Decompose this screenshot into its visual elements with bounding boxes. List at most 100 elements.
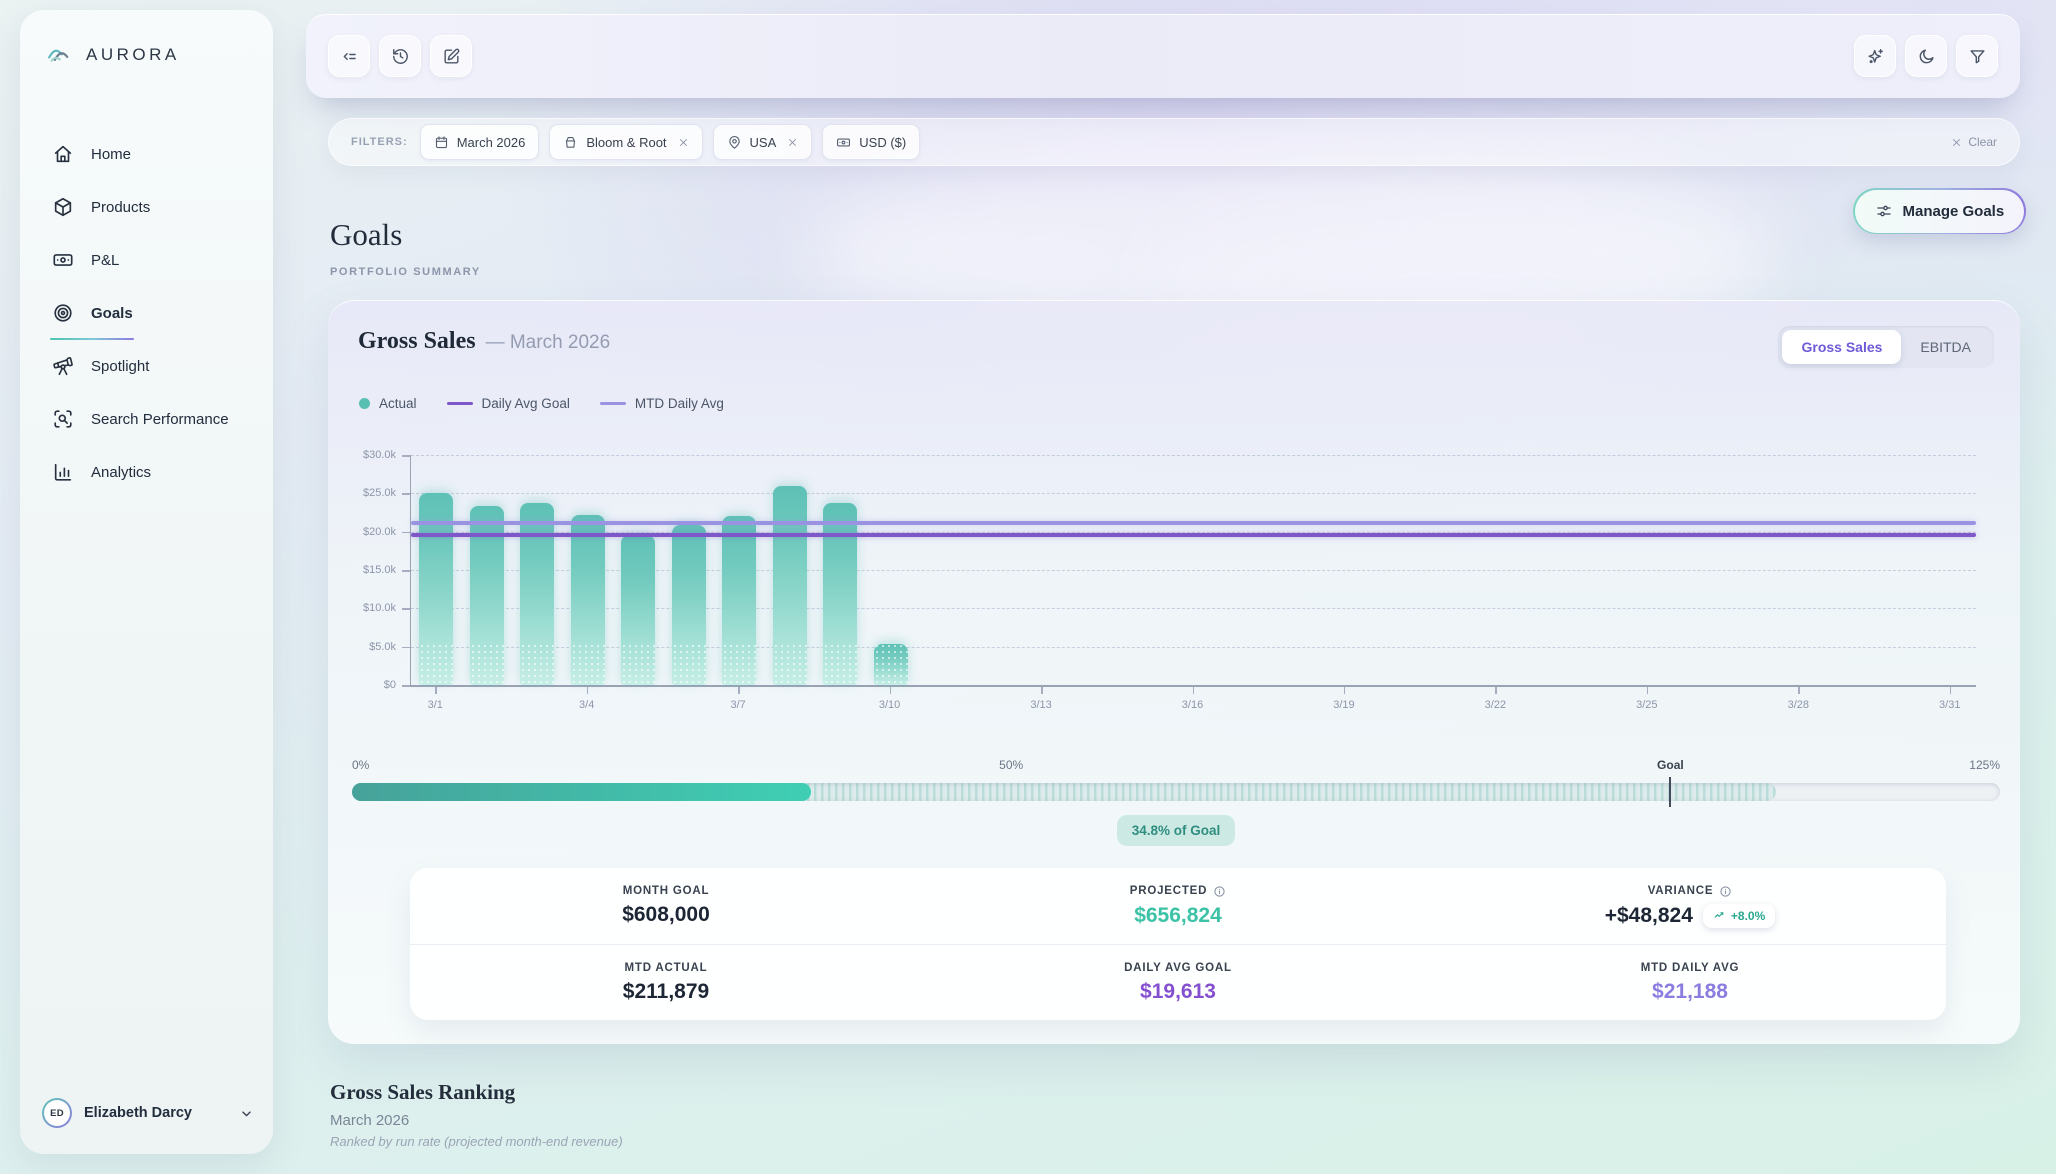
stat-label-text: MONTH GOAL: [622, 885, 710, 897]
sidebar-nav: Home Products P&L Goals Spotlight Search Perf…: [46, 132, 247, 494]
filter-chip-bloom-root[interactable]: Bloom & Root: [549, 124, 703, 160]
brand-logo: AURORA: [46, 40, 247, 70]
filter-button[interactable]: [1956, 35, 1998, 77]
filter-chip-usd[interactable]: USD ($): [822, 124, 921, 160]
chip-label: March 2026: [456, 134, 526, 150]
sidebar-item-analytics[interactable]: Analytics: [46, 450, 247, 494]
x-tick-label: 3/28: [1787, 699, 1810, 711]
moon-button[interactable]: [1905, 35, 1947, 77]
filter-chips: March 2026 Bloom & Root USA USD ($): [419, 124, 921, 160]
sparkles-button[interactable]: [1854, 35, 1896, 77]
chip-remove-icon[interactable]: [678, 137, 689, 148]
x-tick-label: 3/19: [1333, 699, 1355, 711]
home-icon: [52, 143, 74, 165]
stat-mtd-daily-avg: MTD DAILY AVG $21,188: [1434, 945, 1946, 1020]
filter-chip-march-2026[interactable]: March 2026: [419, 124, 540, 160]
y-tick-mark: [402, 493, 410, 495]
bar-3-9: [823, 502, 858, 686]
x-tick-label: 3/31: [1939, 699, 1961, 711]
ranking-note: Ranked by run rate (projected month-end …: [330, 1134, 623, 1149]
user-menu[interactable]: ED Elizabeth Darcy: [42, 1098, 255, 1128]
clear-filters-button[interactable]: Clear: [1951, 135, 1997, 149]
stat-projected: PROJECTED $656,824: [922, 868, 1434, 944]
x-tick-label: 3/1: [427, 699, 443, 711]
bar-3-10: [873, 643, 908, 685]
bar-3-7: [722, 516, 757, 685]
collapse-panel-button[interactable]: [328, 35, 370, 77]
filters-bar: FILTERS: March 2026 Bloom & Root USA USD ($…: [328, 118, 2020, 166]
y-tick-label: $15.0k: [362, 564, 396, 576]
stat-label-text: DAILY AVG GOAL: [1124, 961, 1232, 974]
progress-label-50: 50%: [999, 758, 1024, 772]
edit-button[interactable]: [430, 35, 472, 77]
x-tick-label: 3/22: [1484, 699, 1507, 711]
y-tick-mark: [402, 608, 410, 610]
chevron-down-icon[interactable]: [238, 1105, 255, 1122]
x-tick-mark: [1798, 687, 1800, 694]
filter-icon: [1968, 47, 1987, 66]
card-subtitle: — March 2026: [485, 332, 611, 353]
store-icon: [563, 135, 578, 150]
sidebar: AURORA Home Products P&L Goals Spotlight Sear…: [20, 10, 273, 1154]
banknote-icon: [836, 135, 851, 150]
bar-3-8: [772, 486, 807, 685]
manage-goals-button[interactable]: Manage Goals: [1853, 188, 2026, 234]
ranking-section: Gross Sales Ranking March 2026 Ranked by…: [330, 1080, 623, 1149]
toggle-option-ebitda[interactable]: EBITDA: [1920, 339, 1971, 355]
stat-value-row: $21,188: [1652, 980, 1728, 1004]
page-title: Goals: [330, 216, 403, 252]
target-icon: [52, 302, 74, 324]
telescope-icon: [52, 355, 74, 377]
y-tick-label: $30.0k: [362, 449, 396, 461]
sidebar-item-goals[interactable]: Goals: [46, 291, 247, 340]
stat-variance: VARIANCE +$48,824 +8.0%: [1434, 868, 1946, 944]
goal-progress: 0% 50% Goal 125% 34.8% of Goal: [352, 758, 2000, 846]
filters-label: FILTERS:: [351, 136, 408, 148]
ref-line-daily-avg-goal: [411, 533, 1976, 537]
sidebar-item-spotlight[interactable]: Spotlight: [46, 344, 247, 388]
filter-chip-usa[interactable]: USA: [712, 124, 813, 160]
user-name: Elizabeth Darcy: [84, 1105, 192, 1121]
y-tick-label: $25.0k: [362, 487, 396, 500]
bar-3-4: [570, 514, 605, 686]
toggle-option-gross-sales[interactable]: Gross Sales: [1782, 330, 1902, 364]
chart-legend: Actual Daily Avg Goal MTD Daily Avg: [359, 396, 724, 411]
x-tick-label: 3/10: [878, 699, 901, 711]
topbar: [306, 14, 2020, 98]
map-pin-icon: [727, 135, 742, 150]
sidebar-item-search-performance[interactable]: Search Performance: [46, 397, 247, 441]
bar-3-5: [621, 534, 656, 686]
avatar-initials: ED: [44, 1100, 70, 1126]
x-tick-mark: [586, 687, 589, 694]
y-tick-mark: [402, 570, 410, 572]
stat-value-row: $656,824: [1134, 904, 1222, 928]
legend-item-mtd-daily-avg: MTD Daily Avg: [599, 396, 724, 411]
progress-fill: [352, 783, 811, 801]
stat-mtd-actual: MTD ACTUAL $211,879: [410, 945, 922, 1020]
stat-value: +$48,824: [1604, 903, 1693, 927]
x-tick-mark: [1949, 687, 1952, 694]
stat-label: MTD DAILY AVG: [1641, 962, 1740, 974]
stat-label: VARIANCE: [1648, 885, 1733, 898]
sidebar-item-products[interactable]: Products: [46, 185, 247, 229]
chart: $30.0k $25.0k $20.0k $15.0k $10.0k $5.0k $0 3/…: [328, 440, 2020, 740]
sidebar-item-home[interactable]: Home: [46, 132, 247, 176]
stat-value-row: +$48,824 +8.0%: [1604, 903, 1776, 928]
info-icon[interactable]: [1719, 885, 1732, 898]
section-label: PORTFOLIO SUMMARY: [330, 266, 481, 278]
avatar: ED: [42, 1098, 72, 1128]
chart-column-icon: [52, 461, 74, 483]
x-tick-mark: [1192, 687, 1194, 694]
gridline: [411, 455, 1976, 456]
stat-label: DAILY AVG GOAL: [1124, 962, 1232, 974]
moon-icon: [1917, 47, 1936, 66]
trending-up-icon: [1713, 909, 1726, 922]
sidebar-item-p-l[interactable]: P&L: [46, 238, 247, 282]
history-button[interactable]: [379, 35, 421, 77]
sidebar-item-label: Analytics: [91, 463, 152, 481]
sidebar-item-label: Spotlight: [91, 357, 150, 375]
chip-remove-icon[interactable]: [787, 137, 798, 148]
info-icon[interactable]: [1213, 885, 1226, 898]
variance-badge-text: +8.0%: [1730, 908, 1766, 923]
calendar-icon: [434, 135, 449, 150]
